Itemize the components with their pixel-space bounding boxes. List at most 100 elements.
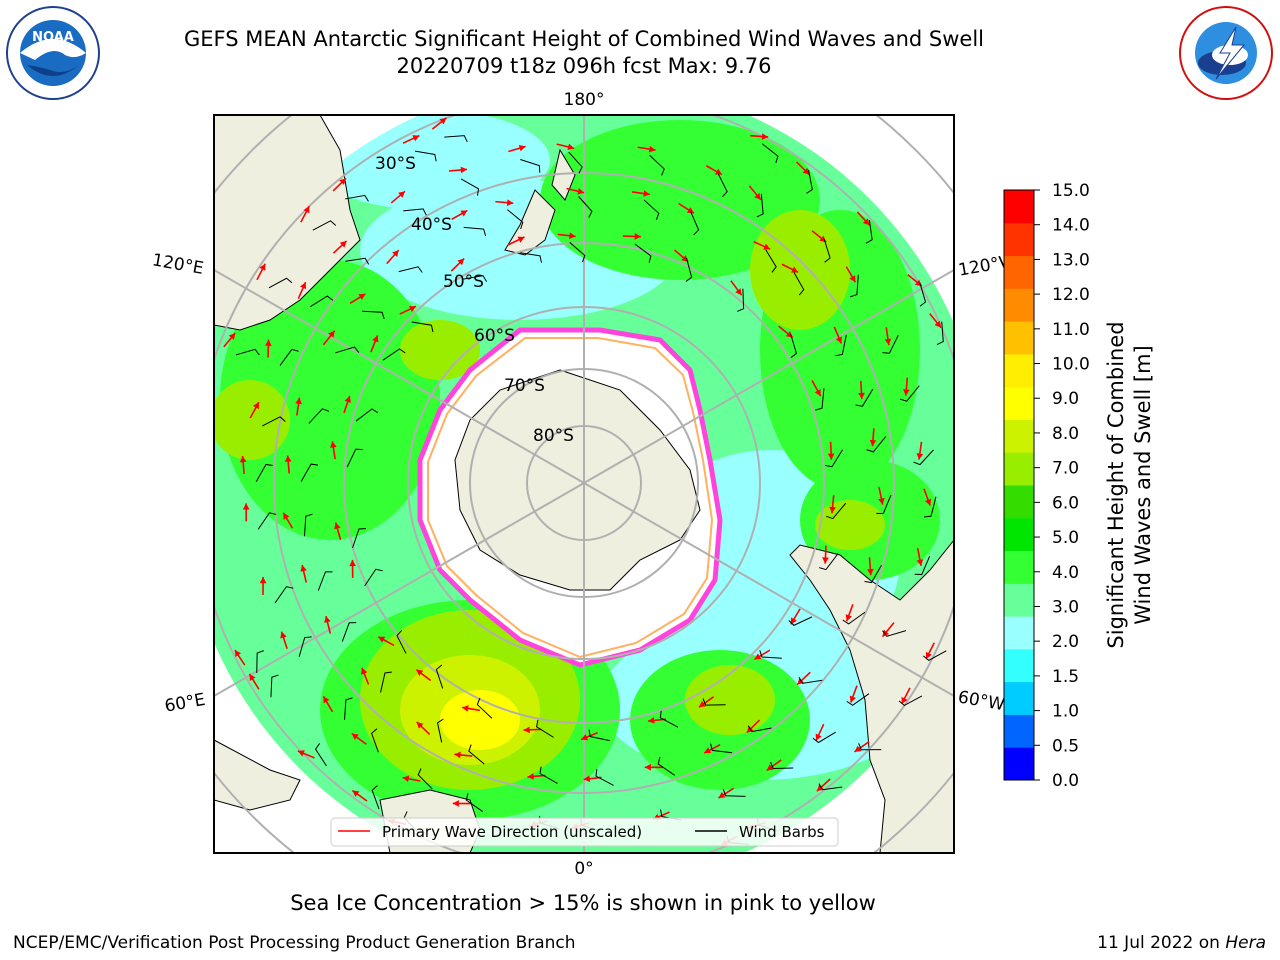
wind-barb xyxy=(364,568,383,587)
wave-arrow-head xyxy=(378,636,386,643)
colorbar-tick-label: 8.0 xyxy=(1052,424,1079,444)
wind-barb xyxy=(850,274,859,298)
lon-label-upper-left: 120°E xyxy=(151,250,205,279)
wave-arrow-head xyxy=(416,669,424,676)
wind-barb xyxy=(842,611,866,625)
wave-direction-arrows xyxy=(223,117,942,846)
footer-date-text: 11 Jul 2022 on xyxy=(1097,933,1220,953)
colorbar-tick-label: 7.0 xyxy=(1052,459,1079,479)
wind-barb xyxy=(756,193,764,218)
wind-barb xyxy=(346,448,363,468)
wind-barb xyxy=(436,718,444,743)
wind-barb xyxy=(685,257,693,282)
wind-barb xyxy=(417,768,433,790)
wind-barb xyxy=(536,719,554,738)
wave-arrow-head xyxy=(409,305,417,313)
wind-barb xyxy=(569,242,586,263)
wave-arrow-head xyxy=(518,144,526,152)
lat-label-30s: 30°S xyxy=(375,154,416,174)
wind-barb xyxy=(898,695,923,707)
wave-arrow-head xyxy=(835,336,843,344)
wave-arrow-head xyxy=(439,117,447,125)
wave-arrow-head xyxy=(878,497,885,505)
wind-barb xyxy=(747,725,772,733)
wind-barb xyxy=(414,150,437,162)
colorbar-segment xyxy=(1004,747,1034,781)
colorbar-segment xyxy=(1004,714,1034,748)
wave-arrow-head xyxy=(339,178,346,186)
colorbar: 0.0 0.5 1.0 1.5 2.0 3.0 4.0 5.0 6.0 7.0 8.0 9.0 10.0… xyxy=(1003,181,1090,791)
wave-arrow-head xyxy=(754,192,761,200)
wave-arrow-head xyxy=(577,188,585,195)
wind-barb xyxy=(274,586,294,604)
national-weather-service-logo xyxy=(1179,6,1273,100)
colorbar-tick-label: 3.0 xyxy=(1052,597,1079,617)
wave-arrow-head xyxy=(648,145,656,153)
wind-barb xyxy=(846,693,870,706)
wave-arrow-head xyxy=(372,335,379,343)
wind-barb xyxy=(256,650,264,674)
wave-arrow-head xyxy=(392,250,399,257)
wind-barb xyxy=(717,173,728,198)
chart-subtitle: 20220709 t18z 096h fcst Max: 9.76 xyxy=(396,54,772,78)
wind-barb xyxy=(826,502,847,520)
wave-arrow-head xyxy=(462,705,469,712)
wave-arrow-head xyxy=(858,392,865,400)
wind-barb xyxy=(463,275,488,282)
wind-barb xyxy=(855,388,874,407)
wind-barb xyxy=(578,196,593,218)
wind-barb xyxy=(634,243,652,263)
wave-arrow-head xyxy=(644,763,651,771)
colorbar-segment xyxy=(1004,616,1034,650)
wave-arrow-head xyxy=(284,455,292,462)
wave-arrow-head xyxy=(569,232,576,240)
wind-barb xyxy=(468,744,485,765)
wave-arrow-head xyxy=(814,389,821,397)
wave-arrow-head xyxy=(280,631,287,639)
wind-barb xyxy=(899,385,920,402)
colorbar-tick-label: 4.0 xyxy=(1052,563,1079,583)
wave-arrow-head xyxy=(239,455,247,463)
legend: Primary Wave Direction (unscaled) Wind B… xyxy=(330,817,839,847)
colorbar-frame xyxy=(1003,189,1035,781)
wave-arrow-head xyxy=(339,240,347,248)
wind-barb xyxy=(914,556,931,576)
legend-item-wave: Primary Wave Direction (unscaled) xyxy=(382,823,642,841)
wind-barb xyxy=(924,496,937,518)
wave-arrow-head xyxy=(681,255,689,262)
wind-barb xyxy=(539,766,558,784)
wave-arrow-head xyxy=(648,717,655,724)
wave-arrow-head xyxy=(845,614,852,622)
wind-barb xyxy=(798,677,823,684)
wave-arrow-head xyxy=(330,441,337,448)
wave-arrow-head xyxy=(234,650,242,657)
colorbar-tick-label: 2.0 xyxy=(1052,632,1079,652)
wind-barb xyxy=(790,334,797,359)
wind-barb xyxy=(649,154,665,176)
colorbar-segment xyxy=(1004,550,1034,584)
wave-arrow-head xyxy=(283,512,290,520)
wave-arrow-head xyxy=(457,258,465,266)
wind-barb xyxy=(761,143,779,163)
wind-barb xyxy=(923,650,947,661)
colorbar-tick-label: 13.0 xyxy=(1052,250,1090,270)
wind-barb xyxy=(308,408,330,424)
wind-barb xyxy=(303,513,313,537)
wind-barb xyxy=(396,630,407,654)
colorbar-tick-label: 0.5 xyxy=(1052,736,1079,756)
footer-date: 11 Jul 2022 on Hera xyxy=(1097,933,1266,953)
wind-barb xyxy=(770,761,794,770)
svg-text:NOAA: NOAA xyxy=(32,30,74,45)
wave-arrow-head xyxy=(698,700,706,708)
wind-barb xyxy=(876,494,892,514)
wind-barb xyxy=(936,321,944,346)
wave-arrow-head xyxy=(815,733,822,741)
wave-arrow-head xyxy=(761,133,769,140)
wind-barb xyxy=(858,743,882,751)
wave-arrow-head xyxy=(517,236,525,243)
wave-arrow-head xyxy=(265,339,272,346)
wind-barb xyxy=(314,743,327,767)
map-frame xyxy=(213,114,955,854)
wave-arrow-head xyxy=(352,790,360,797)
wind-barb xyxy=(460,178,480,196)
